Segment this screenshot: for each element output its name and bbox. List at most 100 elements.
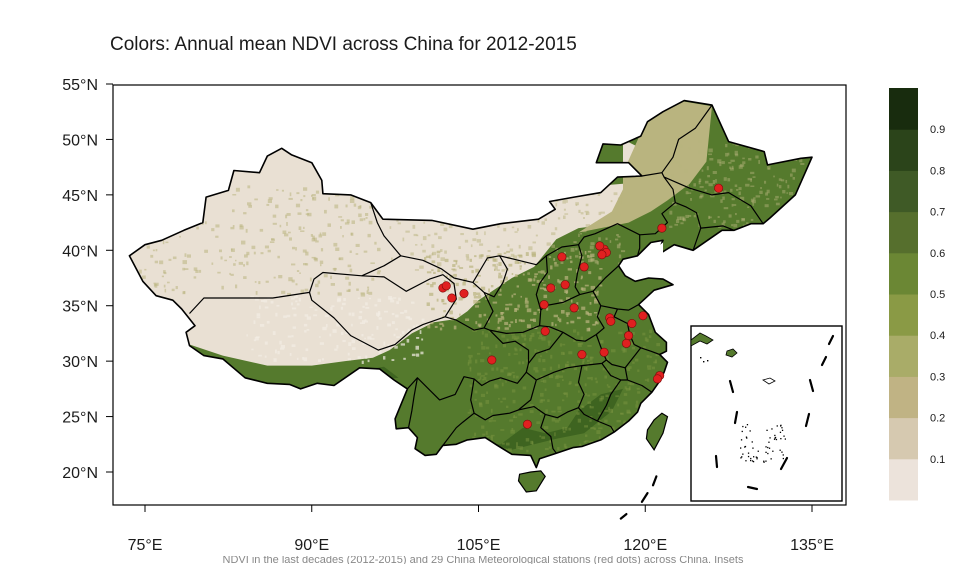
station-dot xyxy=(627,318,637,328)
province-boundaries xyxy=(189,104,764,454)
y-tick-label: 50°N xyxy=(62,132,98,149)
province-boundary xyxy=(577,365,585,408)
taiwan-island xyxy=(645,412,669,451)
inset-islet xyxy=(703,361,705,363)
colorbar-segment xyxy=(889,129,918,171)
province-boundary xyxy=(489,329,530,364)
province-boundary xyxy=(483,255,548,334)
colorbar: 0.1 0.2 0.3 0.4 0.5 0.6 0.7 0.8 0.9 xyxy=(889,88,945,501)
x-tick-label: 135°E xyxy=(790,537,834,554)
station-dot xyxy=(579,262,589,272)
inset-dash xyxy=(808,378,815,393)
colorbar-label: 0.7 xyxy=(930,207,945,219)
inset-islet xyxy=(747,455,750,458)
station-dot xyxy=(606,316,616,326)
province-boundary xyxy=(189,202,402,314)
inset-islet xyxy=(781,429,784,431)
station-dot xyxy=(624,331,634,341)
inset-islet xyxy=(782,454,784,456)
inset-islet xyxy=(779,431,782,433)
station-dot xyxy=(522,419,532,429)
inset-islet xyxy=(763,461,765,463)
inset-reef xyxy=(762,377,776,385)
inset-islet xyxy=(741,456,743,458)
arid-west-zone xyxy=(129,117,668,366)
y-tick-label: 25°N xyxy=(62,410,98,427)
inset-islet xyxy=(765,451,767,453)
inset-dash xyxy=(779,456,789,471)
province-boundary xyxy=(579,265,620,296)
x-tick-label: 105°E xyxy=(457,537,501,554)
province-boundary xyxy=(308,274,457,351)
x-tick-label: 90°E xyxy=(294,537,329,554)
station-markers xyxy=(438,183,724,429)
station-dot xyxy=(714,183,724,193)
station-dot xyxy=(569,303,579,313)
inset-islet xyxy=(770,458,772,460)
inset-islet xyxy=(781,427,783,429)
colorbar-segment xyxy=(889,170,918,213)
x-tick-label: 120°E xyxy=(623,537,667,554)
y-tick-label: 20°N xyxy=(62,465,98,482)
figure-caption: NDVI in the last decades (2012-2015) and… xyxy=(222,556,744,564)
inset-frame xyxy=(690,325,843,502)
station-dot xyxy=(621,338,631,348)
province-boundary xyxy=(442,412,475,446)
inset-islet xyxy=(700,357,702,359)
china-land xyxy=(129,100,812,468)
inset-islet xyxy=(740,439,743,441)
inset-islet xyxy=(768,441,770,443)
inset-islet xyxy=(750,457,752,460)
colorbar-segment xyxy=(889,376,918,419)
colorbar-label: 0.1 xyxy=(930,454,945,466)
inset-coast xyxy=(690,332,714,347)
colorbar-label: 0.5 xyxy=(930,289,945,301)
province-boundary xyxy=(470,378,537,421)
x-axis: 75°E 90°E 105°E 120°E 135°E xyxy=(128,505,834,554)
province-boundary xyxy=(613,308,660,356)
inset-islet xyxy=(767,452,769,455)
inset-hainan xyxy=(725,348,738,358)
colorbar-label: 0.2 xyxy=(930,413,945,425)
y-tick-label: 30°N xyxy=(62,354,98,371)
inset-dash xyxy=(827,334,835,346)
province-boundary xyxy=(407,377,418,428)
grassland-zone xyxy=(578,100,712,233)
inset-dash xyxy=(746,485,759,491)
map-title: Colors: Annual mean NDVI across China fo… xyxy=(110,34,577,55)
province-boundary xyxy=(518,406,615,433)
inset-islet xyxy=(742,425,744,428)
station-dot xyxy=(599,347,609,357)
colorbar-segment xyxy=(889,458,918,501)
china-border xyxy=(128,99,813,469)
inset-islet xyxy=(744,446,746,448)
inset-islet xyxy=(751,441,753,443)
inset-dash xyxy=(728,379,735,394)
inset-islet xyxy=(745,426,747,428)
inset-islet xyxy=(756,456,758,459)
south-china-sea-inset xyxy=(690,325,843,502)
province-boundary xyxy=(540,244,583,311)
station-dot xyxy=(560,280,570,290)
dash-segment xyxy=(651,475,658,487)
inset-islet xyxy=(763,460,765,462)
province-boundary xyxy=(700,225,735,231)
station-dot xyxy=(546,283,556,293)
province-boundary xyxy=(539,305,605,342)
colorbar-segment xyxy=(889,88,918,130)
province-boundary xyxy=(540,414,557,454)
inset-islet xyxy=(774,434,776,437)
colorbar-segment xyxy=(889,294,918,336)
station-dot xyxy=(539,300,549,310)
station-dot xyxy=(577,349,587,359)
inset-islet xyxy=(757,450,759,452)
inset-islet xyxy=(746,424,749,426)
inset-islet xyxy=(765,460,767,462)
province-boundary xyxy=(578,223,641,256)
province-boundary xyxy=(663,176,764,225)
station-dot xyxy=(441,281,451,291)
inset-islet xyxy=(740,447,742,449)
inset-islet xyxy=(771,428,773,430)
dash-segment xyxy=(619,513,628,520)
station-dot xyxy=(447,293,457,303)
